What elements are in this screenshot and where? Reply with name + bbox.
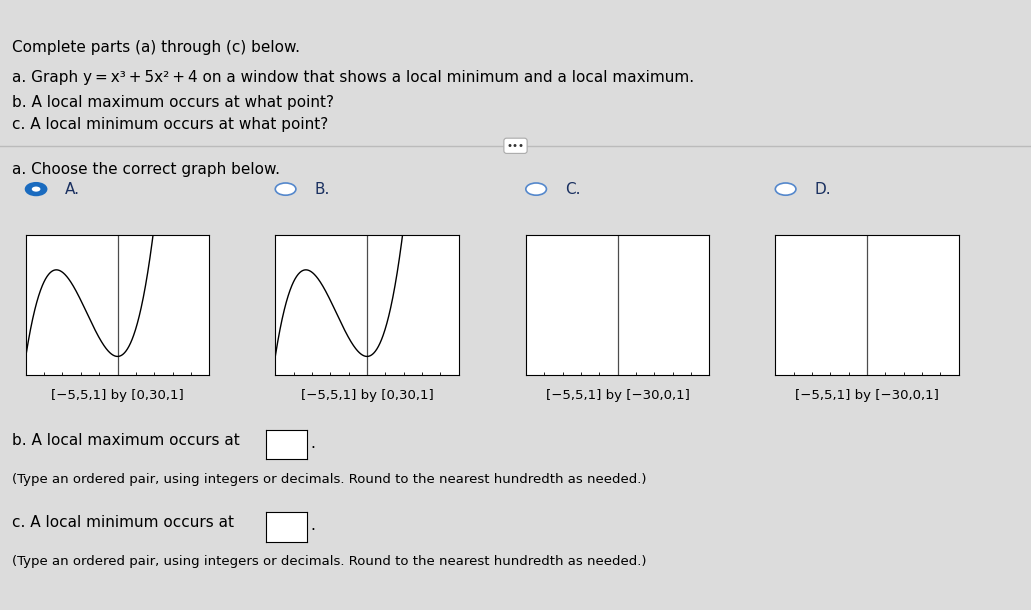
Text: .: .	[310, 518, 315, 534]
Text: B.: B.	[314, 182, 330, 196]
Text: (Type an ordered pair, using integers or decimals. Round to the nearest hundredt: (Type an ordered pair, using integers or…	[12, 473, 646, 486]
Text: c. A local minimum occurs at what point?: c. A local minimum occurs at what point?	[12, 117, 329, 132]
Text: D.: D.	[814, 182, 831, 196]
Text: •••: •••	[506, 141, 525, 151]
Text: Complete parts (a) through (c) below.: Complete parts (a) through (c) below.	[12, 40, 300, 55]
Text: a. Graph y = x³ + 5x² + 4 on a window that shows a local minimum and a local max: a. Graph y = x³ + 5x² + 4 on a window th…	[12, 70, 695, 85]
Text: b. A local maximum occurs at what point?: b. A local maximum occurs at what point?	[12, 95, 334, 110]
Text: A.: A.	[65, 182, 80, 196]
Text: b. A local maximum occurs at: b. A local maximum occurs at	[12, 433, 245, 448]
Text: C.: C.	[565, 182, 580, 196]
Text: [−5,5,1] by [0,30,1]: [−5,5,1] by [0,30,1]	[52, 389, 184, 401]
Text: [−5,5,1] by [−30,0,1]: [−5,5,1] by [−30,0,1]	[795, 389, 939, 401]
Text: [−5,5,1] by [−30,0,1]: [−5,5,1] by [−30,0,1]	[545, 389, 690, 401]
Text: (Type an ordered pair, using integers or decimals. Round to the nearest hundredt: (Type an ordered pair, using integers or…	[12, 555, 646, 568]
Text: c. A local minimum occurs at: c. A local minimum occurs at	[12, 515, 239, 531]
Text: .: .	[310, 436, 315, 451]
Text: [−5,5,1] by [0,30,1]: [−5,5,1] by [0,30,1]	[301, 389, 433, 401]
Text: a. Choose the correct graph below.: a. Choose the correct graph below.	[12, 162, 280, 177]
